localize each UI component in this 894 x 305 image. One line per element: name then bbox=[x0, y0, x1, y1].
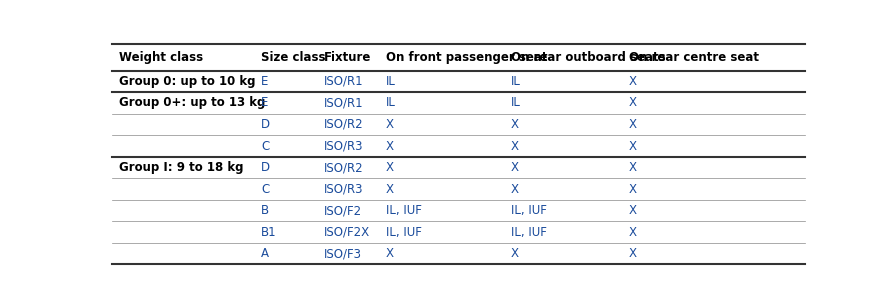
Text: ISO/F2X: ISO/F2X bbox=[323, 226, 369, 239]
Text: X: X bbox=[510, 139, 519, 152]
Text: X: X bbox=[385, 139, 393, 152]
Text: On rear outboard seats: On rear outboard seats bbox=[510, 51, 664, 64]
Text: C: C bbox=[261, 139, 269, 152]
Text: IL: IL bbox=[385, 75, 395, 88]
Text: X: X bbox=[628, 183, 636, 196]
Text: ISO/R3: ISO/R3 bbox=[323, 183, 363, 196]
Text: IL: IL bbox=[510, 75, 520, 88]
Text: C: C bbox=[261, 183, 269, 196]
Text: ISO/R1: ISO/R1 bbox=[323, 96, 363, 109]
Text: X: X bbox=[628, 75, 636, 88]
Text: B: B bbox=[261, 204, 269, 217]
Text: B1: B1 bbox=[261, 226, 276, 239]
Text: X: X bbox=[628, 226, 636, 239]
Text: Group 0+: up to 13 kg: Group 0+: up to 13 kg bbox=[119, 96, 265, 109]
Text: Size class: Size class bbox=[261, 51, 325, 64]
Text: X: X bbox=[510, 161, 519, 174]
Text: D: D bbox=[261, 161, 270, 174]
Text: X: X bbox=[385, 118, 393, 131]
Text: E: E bbox=[261, 75, 268, 88]
Text: Weight class: Weight class bbox=[119, 51, 203, 64]
Text: ISO/F3: ISO/F3 bbox=[323, 247, 361, 260]
Text: Group 0: up to 10 kg: Group 0: up to 10 kg bbox=[119, 75, 255, 88]
Text: IL, IUF: IL, IUF bbox=[385, 204, 421, 217]
Text: X: X bbox=[628, 96, 636, 109]
Text: X: X bbox=[385, 161, 393, 174]
Text: Fixture: Fixture bbox=[323, 51, 370, 64]
Text: X: X bbox=[628, 204, 636, 217]
Text: X: X bbox=[385, 247, 393, 260]
Text: A: A bbox=[261, 247, 269, 260]
Text: ISO/R1: ISO/R1 bbox=[323, 75, 363, 88]
Text: IL: IL bbox=[510, 96, 520, 109]
Text: IL, IUF: IL, IUF bbox=[510, 226, 546, 239]
Text: IL, IUF: IL, IUF bbox=[510, 204, 546, 217]
Text: X: X bbox=[385, 183, 393, 196]
Text: X: X bbox=[510, 247, 519, 260]
Text: D: D bbox=[261, 118, 270, 131]
Text: X: X bbox=[628, 247, 636, 260]
Text: E: E bbox=[261, 96, 268, 109]
Text: IL, IUF: IL, IUF bbox=[385, 226, 421, 239]
Text: On rear centre seat: On rear centre seat bbox=[628, 51, 758, 64]
Text: ISO/R2: ISO/R2 bbox=[323, 118, 363, 131]
Text: X: X bbox=[628, 139, 636, 152]
Text: ISO/F2: ISO/F2 bbox=[323, 204, 361, 217]
Text: X: X bbox=[628, 118, 636, 131]
Text: On front passenger seat: On front passenger seat bbox=[385, 51, 547, 64]
Text: Group I: 9 to 18 kg: Group I: 9 to 18 kg bbox=[119, 161, 243, 174]
Text: ISO/R2: ISO/R2 bbox=[323, 161, 363, 174]
Text: X: X bbox=[510, 183, 519, 196]
Text: IL: IL bbox=[385, 96, 395, 109]
Text: X: X bbox=[628, 161, 636, 174]
Text: X: X bbox=[510, 118, 519, 131]
Text: ISO/R3: ISO/R3 bbox=[323, 139, 363, 152]
